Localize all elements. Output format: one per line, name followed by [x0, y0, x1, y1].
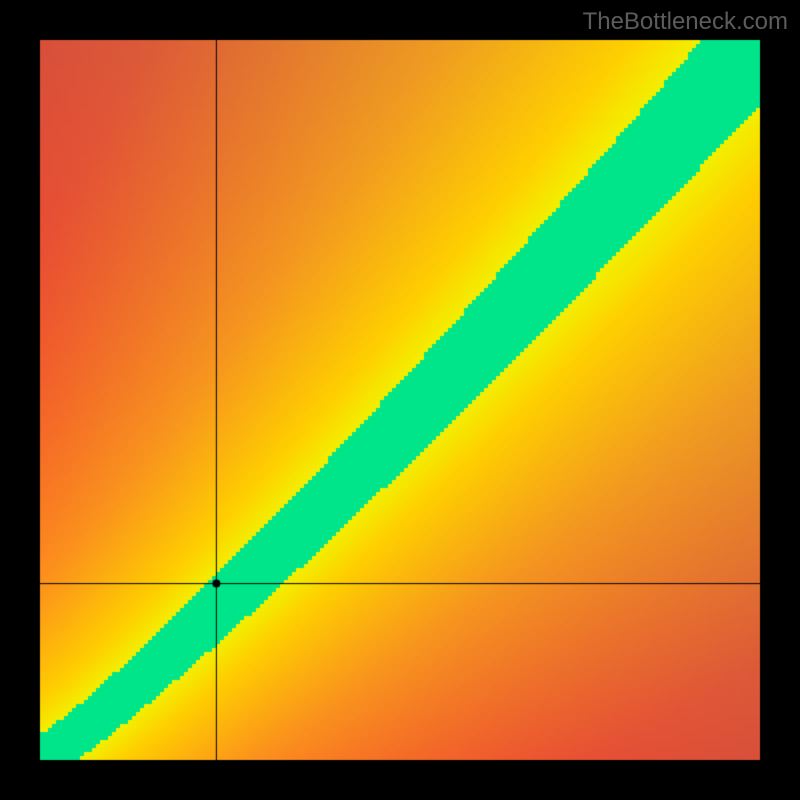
bottleneck-heatmap — [0, 0, 800, 800]
watermark-label: TheBottleneck.com — [583, 8, 788, 36]
chart-container: TheBottleneck.com — [0, 0, 800, 800]
